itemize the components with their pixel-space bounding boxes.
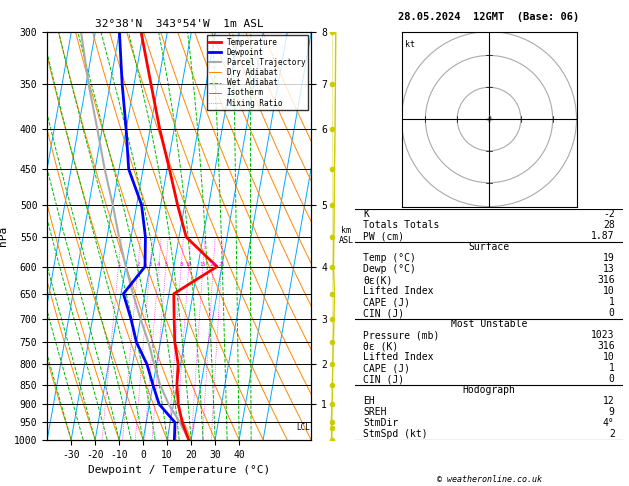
Text: Surface: Surface <box>469 243 509 252</box>
Text: 4°: 4° <box>603 418 615 428</box>
Text: 3: 3 <box>148 261 152 267</box>
Text: 8: 8 <box>179 261 183 267</box>
Text: 1: 1 <box>117 261 120 267</box>
Y-axis label: km
ASL: km ASL <box>339 226 354 245</box>
Text: kt: kt <box>404 39 415 49</box>
Text: 13: 13 <box>603 264 615 275</box>
X-axis label: Dewpoint / Temperature (°C): Dewpoint / Temperature (°C) <box>88 465 270 475</box>
Text: 9: 9 <box>609 407 615 417</box>
Text: 25: 25 <box>218 261 225 267</box>
Text: 4: 4 <box>157 261 160 267</box>
Text: Lifted Index: Lifted Index <box>364 286 434 296</box>
Text: LCL: LCL <box>296 423 310 432</box>
Text: SREH: SREH <box>364 407 387 417</box>
Text: 5: 5 <box>164 261 167 267</box>
Text: PW (cm): PW (cm) <box>364 231 404 242</box>
Text: 0: 0 <box>609 374 615 384</box>
Text: Pressure (mb): Pressure (mb) <box>364 330 440 340</box>
Text: 316: 316 <box>597 276 615 285</box>
Text: 2: 2 <box>609 429 615 439</box>
Text: Dewp (°C): Dewp (°C) <box>364 264 416 275</box>
Text: K: K <box>364 209 369 220</box>
Text: 15: 15 <box>199 261 206 267</box>
Text: 28: 28 <box>603 221 615 230</box>
Text: CAPE (J): CAPE (J) <box>364 297 410 308</box>
Text: EH: EH <box>364 397 375 406</box>
Text: © weatheronline.co.uk: © weatheronline.co.uk <box>437 474 542 484</box>
Text: 28.05.2024  12GMT  (Base: 06): 28.05.2024 12GMT (Base: 06) <box>398 12 580 22</box>
Title: 32°38'N  343°54'W  1m ASL: 32°38'N 343°54'W 1m ASL <box>95 19 264 30</box>
Legend: Temperature, Dewpoint, Parcel Trajectory, Dry Adiabat, Wet Adiabat, Isotherm, Mi: Temperature, Dewpoint, Parcel Trajectory… <box>207 35 308 110</box>
Text: CIN (J): CIN (J) <box>364 374 404 384</box>
Text: 0: 0 <box>609 309 615 318</box>
Text: 10: 10 <box>603 352 615 363</box>
Text: 1: 1 <box>609 297 615 308</box>
Text: Temp (°C): Temp (°C) <box>364 253 416 263</box>
Text: 2: 2 <box>136 261 140 267</box>
Text: θε (K): θε (K) <box>364 341 399 351</box>
Text: CAPE (J): CAPE (J) <box>364 364 410 373</box>
Text: StmDir: StmDir <box>364 418 399 428</box>
Text: 10: 10 <box>603 286 615 296</box>
Text: Most Unstable: Most Unstable <box>451 319 527 330</box>
Text: Lifted Index: Lifted Index <box>364 352 434 363</box>
Text: 316: 316 <box>597 341 615 351</box>
Text: 20: 20 <box>210 261 216 267</box>
Text: 10: 10 <box>186 261 192 267</box>
Text: CIN (J): CIN (J) <box>364 309 404 318</box>
Text: 1023: 1023 <box>591 330 615 340</box>
Text: 1.87: 1.87 <box>591 231 615 242</box>
Text: θε(K): θε(K) <box>364 276 392 285</box>
Text: StmSpd (kt): StmSpd (kt) <box>364 429 428 439</box>
Y-axis label: hPa: hPa <box>0 226 8 246</box>
Text: 12: 12 <box>603 397 615 406</box>
Text: 1: 1 <box>609 364 615 373</box>
Text: -2: -2 <box>603 209 615 220</box>
Text: 19: 19 <box>603 253 615 263</box>
Text: Totals Totals: Totals Totals <box>364 221 440 230</box>
Text: Hodograph: Hodograph <box>462 385 516 396</box>
